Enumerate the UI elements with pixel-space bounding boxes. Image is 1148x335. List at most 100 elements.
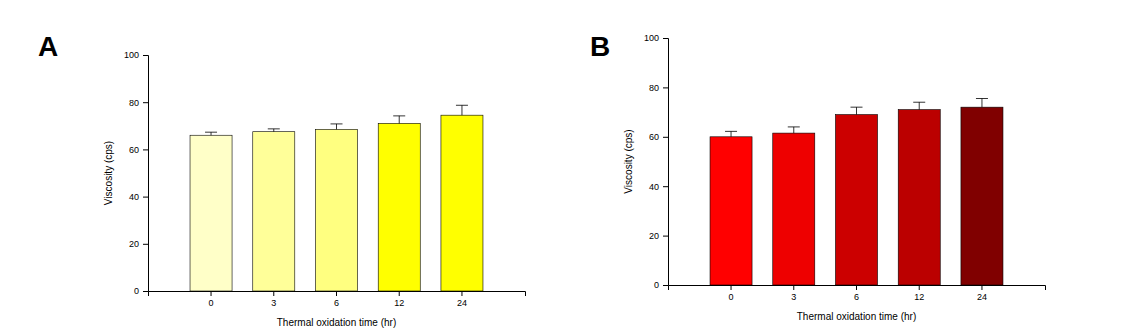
tick-mark bbox=[143, 291, 148, 292]
plot-area bbox=[710, 99, 1003, 285]
x-axis-title: Thermal oxidation time (hr) bbox=[277, 317, 396, 328]
tick-mark bbox=[663, 236, 668, 237]
tick-mark bbox=[663, 38, 668, 39]
tick-label: 6 bbox=[334, 298, 339, 308]
tick-mark bbox=[731, 285, 732, 290]
tick-label: 20 bbox=[649, 231, 659, 241]
panel-label: B bbox=[590, 31, 610, 62]
tick: 12 bbox=[914, 285, 924, 302]
tick-mark bbox=[273, 291, 274, 296]
plot-area bbox=[190, 105, 483, 291]
bar bbox=[315, 129, 357, 291]
error-cap bbox=[725, 131, 737, 132]
tick-label: 6 bbox=[854, 292, 859, 302]
tick: 3 bbox=[791, 285, 796, 302]
tick-mark bbox=[981, 285, 982, 290]
error-bar bbox=[205, 132, 217, 135]
bar bbox=[898, 110, 940, 285]
tick-label: 100 bbox=[644, 33, 659, 43]
tick: 0 bbox=[134, 286, 148, 296]
bar bbox=[378, 123, 420, 291]
error-cap bbox=[788, 126, 800, 127]
tick-label: 24 bbox=[977, 292, 987, 302]
error-bar bbox=[976, 99, 988, 108]
axis-line bbox=[663, 39, 669, 286]
axis-line bbox=[149, 292, 526, 297]
error-cap bbox=[976, 98, 988, 99]
tick-label: 3 bbox=[791, 292, 796, 302]
tick-mark bbox=[143, 197, 148, 198]
tick: 12 bbox=[394, 291, 404, 308]
bar bbox=[835, 115, 877, 285]
tick: 40 bbox=[129, 192, 148, 202]
tick-mark bbox=[663, 285, 668, 286]
error-cap bbox=[851, 107, 863, 108]
bar bbox=[190, 135, 232, 291]
bar bbox=[441, 115, 483, 291]
error-line bbox=[461, 105, 462, 115]
error-line bbox=[981, 99, 982, 108]
tick-mark bbox=[919, 285, 920, 290]
tick: 6 bbox=[334, 291, 339, 308]
tick: 100 bbox=[644, 33, 668, 43]
tick-mark bbox=[143, 55, 148, 56]
tick: 20 bbox=[129, 239, 148, 249]
error-bar bbox=[393, 116, 405, 124]
error-bar bbox=[788, 127, 800, 133]
tick-mark bbox=[336, 291, 337, 296]
tick-mark bbox=[211, 291, 212, 296]
error-bar bbox=[725, 131, 737, 136]
error-line bbox=[793, 127, 794, 133]
error-bar bbox=[913, 102, 925, 109]
tick-label: 60 bbox=[649, 132, 659, 142]
axis-line bbox=[669, 286, 1046, 291]
panel-label: A bbox=[38, 31, 58, 62]
y-axis-title: Viscosity (cps) bbox=[103, 141, 114, 205]
tick-mark bbox=[399, 291, 400, 296]
tick-label: 0 bbox=[134, 286, 139, 296]
tick-label: 20 bbox=[129, 239, 139, 249]
tick-mark bbox=[856, 285, 857, 290]
error-cap bbox=[456, 105, 468, 106]
x-axis: 0 3 6 12 24 bbox=[669, 285, 1046, 302]
tick-label: 0 bbox=[654, 280, 659, 290]
tick: 3 bbox=[271, 291, 276, 308]
error-bar bbox=[851, 107, 863, 114]
axis-line bbox=[143, 56, 149, 292]
error-line bbox=[919, 102, 920, 109]
tick-label: 12 bbox=[914, 292, 924, 302]
error-bar bbox=[331, 124, 343, 129]
bar bbox=[773, 133, 815, 285]
tick: 20 bbox=[649, 231, 668, 241]
tick-label: 3 bbox=[271, 298, 276, 308]
bar bbox=[961, 107, 1003, 285]
tick-mark bbox=[663, 186, 668, 187]
tick: 0 bbox=[654, 280, 668, 290]
tick: 60 bbox=[649, 132, 668, 142]
tick: 40 bbox=[649, 182, 668, 192]
panel: A 0 20 40 60 80 100 0 3 6 12 24 Thermal oxidation ti… bbox=[38, 31, 526, 328]
error-cap bbox=[393, 115, 405, 116]
tick-label: 60 bbox=[129, 145, 139, 155]
tick: 0 bbox=[209, 291, 214, 308]
tick-label: 24 bbox=[457, 298, 467, 308]
tick-label: 0 bbox=[729, 292, 734, 302]
error-cap bbox=[913, 102, 925, 103]
y-axis: 0 20 40 60 80 100 bbox=[644, 33, 669, 290]
tick-label: 40 bbox=[649, 182, 659, 192]
tick: 24 bbox=[977, 285, 987, 302]
tick-label: 100 bbox=[124, 50, 139, 60]
error-line bbox=[211, 132, 212, 135]
figure: A0204060801000361224Thermal oxidation ti… bbox=[0, 0, 1148, 335]
bar bbox=[710, 137, 752, 285]
error-line bbox=[399, 116, 400, 124]
panel: B0204060801000361224Thermal oxidation ti… bbox=[590, 31, 1046, 322]
tick: 80 bbox=[129, 98, 148, 108]
x-axis: 0 3 6 12 24 bbox=[149, 291, 526, 308]
tick-mark bbox=[461, 291, 462, 296]
error-line bbox=[856, 107, 857, 114]
error-bar bbox=[456, 105, 468, 115]
tick: 80 bbox=[649, 83, 668, 93]
error-line bbox=[731, 131, 732, 136]
tick-label: 12 bbox=[394, 298, 404, 308]
